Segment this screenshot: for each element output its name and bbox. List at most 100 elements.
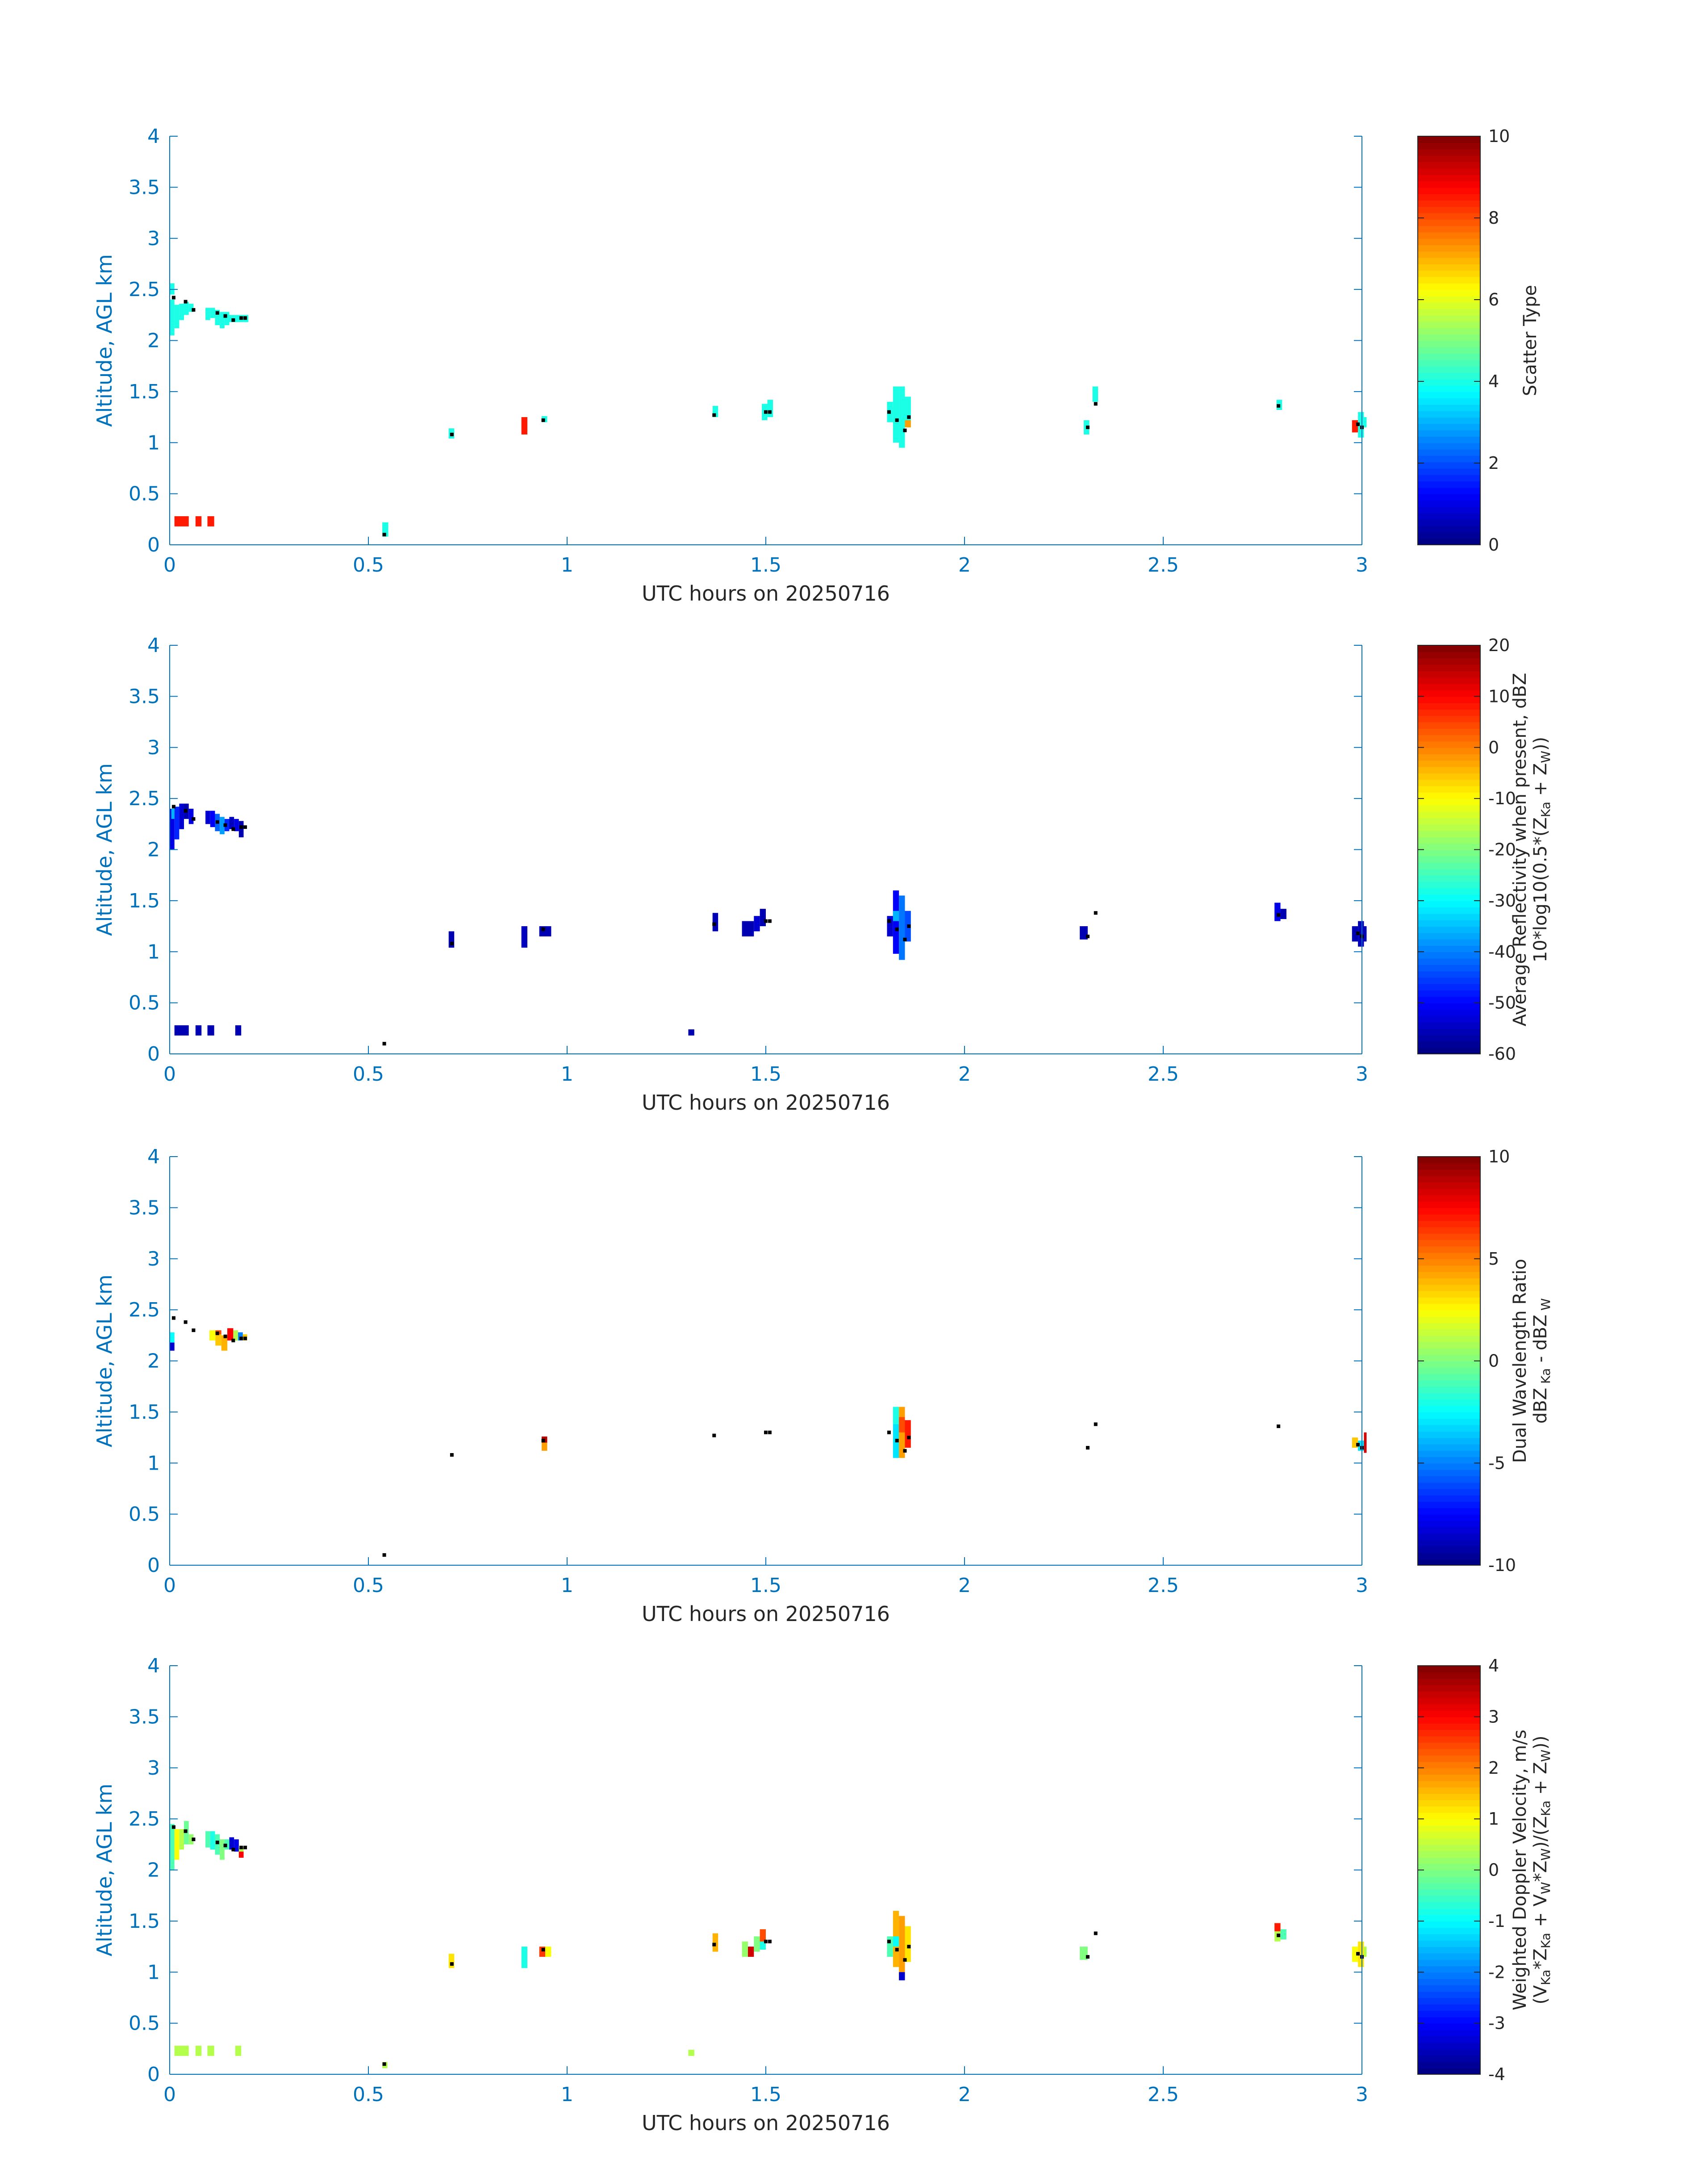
colorbar-segment <box>1418 843 1480 850</box>
heatmap-cells <box>170 1328 1367 1458</box>
y-tick-label: 3 <box>147 1757 160 1780</box>
x-tick-label: 2 <box>958 1063 971 1086</box>
colorbar-label-text: 10*log10(0.5*(Z <box>1530 817 1551 962</box>
colorbar-segment <box>1418 455 1480 463</box>
x-tick-label: 0.5 <box>353 1063 384 1086</box>
colorbar-segment <box>1418 1341 1480 1349</box>
colorbar-segment <box>1418 1233 1480 1240</box>
colorbar-segment <box>1418 1316 1480 1323</box>
heatmap-cell <box>1352 1947 1358 1962</box>
marker-point <box>239 316 243 320</box>
marker-point <box>887 1939 891 1943</box>
x-axis-label: UTC hours on 20250716 <box>642 581 890 606</box>
colorbar-segment <box>1418 2055 1480 2062</box>
colorbar-segment <box>1418 1533 1480 1540</box>
colorbar-segment <box>1418 1437 1480 1445</box>
heatmap-cell <box>229 817 234 829</box>
marker-point <box>231 1847 235 1851</box>
heatmap-cell <box>174 2045 189 2056</box>
colorbar-label: dBZ Ka - dBZ W <box>1530 1298 1553 1424</box>
marker-point <box>223 1334 227 1338</box>
colorbar-segment <box>1418 238 1480 246</box>
colorbar-segment <box>1418 213 1480 220</box>
marker-point <box>1277 1933 1281 1937</box>
heatmap-cell <box>905 397 911 427</box>
colorbar-segment <box>1418 436 1480 443</box>
colorbar-segment <box>1418 379 1480 386</box>
colorbar-segment <box>1418 1367 1480 1375</box>
colorbar-label-subscript: W <box>1538 1298 1553 1315</box>
marker-point <box>887 1430 891 1434</box>
heatmap-cell <box>224 312 230 326</box>
marker-point <box>768 1430 772 1434</box>
colorbar-segment <box>1418 1666 1480 1673</box>
colorbar-segment <box>1418 2068 1480 2075</box>
heatmap-cell <box>207 516 214 526</box>
marker-point <box>1086 1446 1090 1450</box>
colorbar-label-text: Average Reflectivity when present, dBZ <box>1510 673 1530 1026</box>
y-tick-label: 3 <box>147 736 160 759</box>
heatmap-cell <box>1352 420 1358 433</box>
colorbar-segment <box>1418 315 1480 322</box>
heatmap-cell <box>233 1330 238 1341</box>
colorbar-segment <box>1418 2004 1480 2011</box>
colorbar-segment <box>1418 430 1480 437</box>
colorbar-segment <box>1418 1819 1480 1826</box>
heatmap-cell <box>905 1926 911 1962</box>
colorbar-segment <box>1418 836 1480 844</box>
colorbar-tick-label: -30 <box>1488 891 1516 911</box>
colorbar-tick-label: 4 <box>1488 1656 1499 1676</box>
marker-point <box>887 919 891 923</box>
x-tick-label: 3 <box>1356 554 1368 577</box>
y-tick-label: 4 <box>147 1145 160 1168</box>
heatmap-cell <box>893 1936 899 1947</box>
colorbar-segment <box>1418 1870 1480 1877</box>
colorbar-segment <box>1418 658 1480 665</box>
colorbar-segment <box>1418 1227 1480 1234</box>
colorbar-segment <box>1418 1800 1480 1807</box>
colorbar-segment <box>1418 2029 1480 2037</box>
colorbar-segment <box>1418 506 1480 514</box>
colorbar-segment <box>1418 1297 1480 1304</box>
colorbar-segment <box>1418 671 1480 678</box>
heatmap-cell <box>899 386 905 448</box>
colorbar-tick-label: 0 <box>1488 535 1499 555</box>
colorbar-segment <box>1418 1825 1480 1832</box>
marker-point <box>1094 1931 1098 1935</box>
panel-4: 0 0.5 1 1.5 2 2.5 3 3.5 4 0 0.5 1 1.5 2 2.5 3 UTC hours … <box>92 1655 1553 2135</box>
colorbar-label-text: )/(Z <box>1530 1816 1551 1848</box>
colorbar-segment <box>1418 958 1480 965</box>
heatmap-cell <box>893 1407 899 1425</box>
colorbar-segment <box>1418 1697 1480 1705</box>
colorbar-segment <box>1418 1208 1480 1215</box>
x-tick-label: 2.5 <box>1148 554 1179 577</box>
colorbar-segment <box>1418 722 1480 729</box>
colorbar-segment <box>1418 1412 1480 1419</box>
marker-point <box>231 1338 235 1342</box>
marker-point <box>895 927 899 931</box>
colorbar-segment <box>1418 1559 1480 1566</box>
colorbar-segment <box>1418 1265 1480 1272</box>
colorbar-segment <box>1418 735 1480 742</box>
marker-point <box>215 311 219 315</box>
heatmap-cell <box>899 1972 905 1981</box>
colorbar-tick-label: -40 <box>1488 942 1516 961</box>
colorbar-segment <box>1418 1985 1480 1992</box>
y-tick-label: 2.5 <box>129 787 160 810</box>
colorbar-segment <box>1418 2061 1480 2068</box>
heatmap-cell <box>448 1954 455 1968</box>
colorbar-tick-label: 8 <box>1488 208 1499 228</box>
colorbar-segment <box>1418 1475 1480 1483</box>
colorbar-segment <box>1418 869 1480 876</box>
colorbar-segment <box>1418 1009 1480 1016</box>
heatmap-cell <box>209 1330 216 1341</box>
x-tick-label: 1 <box>561 2083 573 2106</box>
colorbar-segment <box>1418 1908 1480 1915</box>
colorbar-segment <box>1418 1729 1480 1737</box>
heatmap-cells <box>170 283 1367 537</box>
y-tick-label: 3.5 <box>129 176 160 199</box>
colorbar-segment <box>1418 1482 1480 1489</box>
colorbar-segment <box>1418 398 1480 405</box>
colorbar-frame <box>1417 136 1481 545</box>
heatmap-cell <box>210 308 215 318</box>
